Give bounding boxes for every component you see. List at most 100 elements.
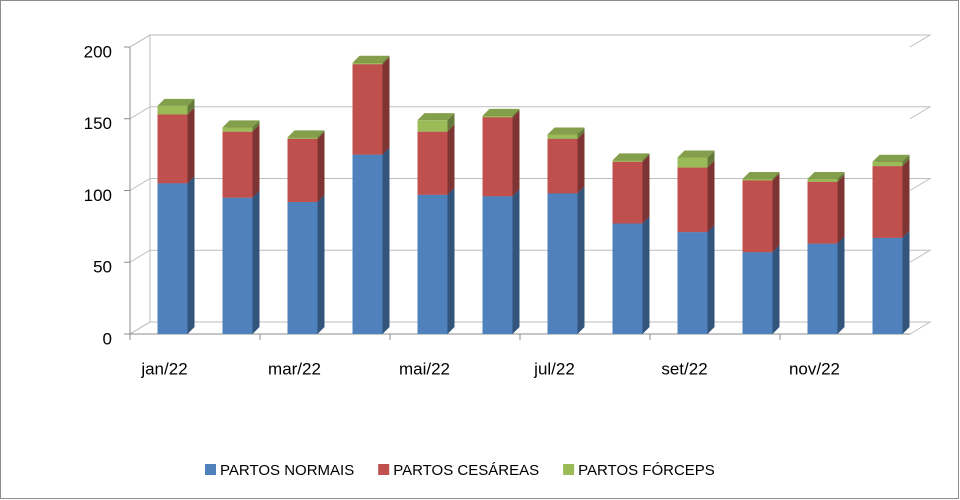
- bar-side: [252, 124, 260, 198]
- bar-side: [187, 107, 195, 184]
- bar: [547, 134, 578, 139]
- bar: [742, 180, 773, 253]
- x-tick-label: nov/22: [789, 359, 840, 378]
- bar-top: [352, 55, 390, 63]
- bar-side: [642, 153, 650, 162]
- grid-line: [129, 321, 932, 335]
- x-tick-label: mai/22: [399, 359, 450, 378]
- bar-side: [902, 159, 910, 238]
- x-tick-label: set/22: [661, 359, 707, 378]
- bar-top: [612, 153, 650, 161]
- bar-top: [742, 172, 780, 180]
- bar-side: [772, 172, 780, 181]
- bar: [157, 105, 188, 115]
- grid-line: [129, 178, 932, 191]
- bar: [612, 223, 643, 334]
- y-tick-label: 0: [103, 329, 112, 348]
- bar-side: [252, 190, 260, 334]
- bar-side: [512, 189, 520, 334]
- legend-swatch: [378, 464, 390, 475]
- bar-top: [547, 127, 585, 135]
- x-tick-label: jul/22: [533, 359, 575, 378]
- bar: [677, 232, 708, 334]
- bar-side: [837, 174, 845, 244]
- bar-side: [447, 113, 455, 132]
- bar-side: [772, 173, 780, 253]
- bar-side: [577, 186, 585, 334]
- grid-line: [129, 249, 932, 263]
- legend-label: PARTOS CESÁREAS: [393, 462, 539, 479]
- bar-side: [447, 187, 455, 334]
- bar: [742, 252, 773, 334]
- bar: [352, 154, 383, 334]
- bar: [677, 157, 708, 168]
- bar: [482, 196, 513, 334]
- bar: [417, 194, 448, 334]
- legend-swatch: [563, 464, 575, 475]
- bar-side: [512, 110, 520, 197]
- bar: [157, 183, 188, 334]
- bar-side: [252, 120, 260, 132]
- bar-top: [807, 172, 845, 180]
- bar: [222, 127, 253, 132]
- bar: [222, 197, 253, 334]
- bar-side: [512, 108, 520, 118]
- grid-line: [129, 34, 932, 48]
- bar-side: [837, 172, 845, 182]
- y-tick-label: 150: [84, 114, 112, 133]
- bar-top: [872, 154, 910, 162]
- bar: [417, 120, 448, 132]
- bar: [807, 243, 838, 334]
- bar-top: [287, 130, 325, 138]
- bar-top: [677, 150, 715, 158]
- bar-side: [707, 160, 715, 233]
- bar-side: [317, 130, 325, 139]
- bar-side: [317, 194, 325, 334]
- bar: [872, 166, 903, 238]
- grid-line: [129, 106, 932, 120]
- y-tick-label: 200: [84, 42, 112, 61]
- bar: [287, 201, 318, 334]
- bar: [807, 181, 838, 244]
- bar-side: [707, 150, 715, 168]
- bar: [742, 179, 773, 181]
- bar: [287, 137, 318, 139]
- legend-label: PARTOS FÓRCEPS: [578, 462, 715, 479]
- bar: [547, 193, 578, 334]
- bar-top: [482, 108, 520, 116]
- legend-swatch: [205, 464, 216, 475]
- legend-label: PARTOS NORMAIS: [220, 462, 354, 479]
- y-tick-label: 50: [93, 258, 112, 277]
- bar: [677, 167, 708, 233]
- bar-top: [417, 113, 455, 121]
- bar: [807, 179, 838, 182]
- bar-top: [157, 98, 195, 106]
- bar: [872, 237, 903, 334]
- bar: [872, 161, 903, 167]
- bar-side: [577, 127, 585, 139]
- bar: [612, 161, 643, 224]
- bar-side: [772, 245, 780, 334]
- bar-side: [642, 154, 650, 224]
- bar-side: [187, 176, 195, 334]
- bar: [222, 131, 253, 198]
- x-tick-label: jan/22: [140, 359, 187, 378]
- y-tick-label: 100: [84, 186, 112, 205]
- bar: [287, 138, 318, 202]
- bar: [547, 138, 578, 194]
- bar-side: [577, 131, 585, 194]
- bar-top: [222, 120, 260, 128]
- bar-side: [382, 147, 390, 334]
- bar: [157, 114, 188, 184]
- bar-side: [317, 131, 325, 202]
- bar-side: [902, 154, 910, 167]
- x-tick-label: mar/22: [268, 359, 321, 378]
- bar-side: [837, 236, 845, 334]
- bar: [417, 131, 448, 195]
- bar-side: [382, 55, 390, 65]
- bar-side: [382, 57, 390, 155]
- bar-side: [447, 124, 455, 195]
- bar: [352, 64, 383, 155]
